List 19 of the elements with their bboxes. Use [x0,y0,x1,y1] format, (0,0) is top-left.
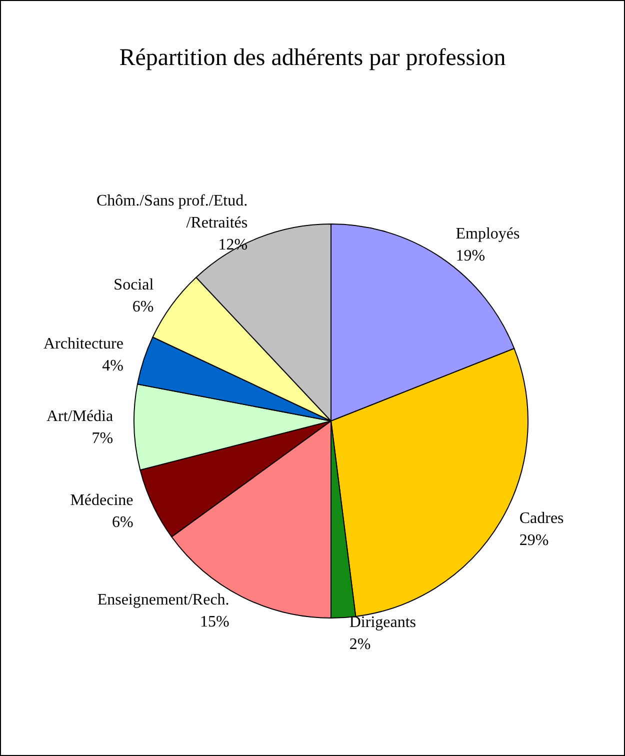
data-label: 7% [92,430,114,448]
data-label: 12% [218,236,248,254]
slice-label: Chôm./Sans prof./Etud./Retraités [96,192,248,232]
data-label: 15% [200,613,230,630]
slice-label: Cadres [519,510,564,527]
slice-label: Art/Média [46,408,114,426]
data-label: 4% [102,358,124,375]
slice-label: Médecine [70,492,134,510]
data-label: 6% [132,298,154,316]
data-label: 6% [112,514,134,532]
data-label: 19% [456,247,486,264]
slice-label: Architecture [43,336,124,353]
data-label: 29% [519,532,549,549]
data-label: 2% [349,636,371,654]
chart-title: Répartition des adhérents par profession [119,45,506,71]
slice-label: Enseignement/Rech. [97,591,230,608]
slice-label: Social [114,276,154,294]
slice-label: Dirigeants [349,614,416,632]
slice-label: Employés [456,225,520,242]
